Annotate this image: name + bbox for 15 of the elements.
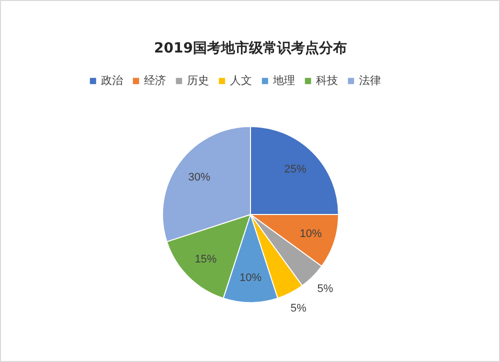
legend-label: 历史 xyxy=(187,73,209,88)
legend-label: 人文 xyxy=(230,73,252,88)
data-label: 5% xyxy=(290,302,307,315)
data-label: 10% xyxy=(239,272,262,284)
legend-label: 法律 xyxy=(359,73,381,88)
legend-label: 经济 xyxy=(144,73,166,88)
data-label: 10% xyxy=(300,228,322,240)
legend-label: 政治 xyxy=(101,73,123,88)
data-label: 25% xyxy=(284,164,307,176)
legend-label: 地理 xyxy=(273,73,295,88)
chart-title: 2019国考地市级常识考点分布 xyxy=(154,40,347,56)
data-label: 30% xyxy=(188,171,210,184)
data-label: 5% xyxy=(317,283,334,296)
legend-label: 科技 xyxy=(316,73,338,88)
data-label: 15% xyxy=(194,253,217,266)
